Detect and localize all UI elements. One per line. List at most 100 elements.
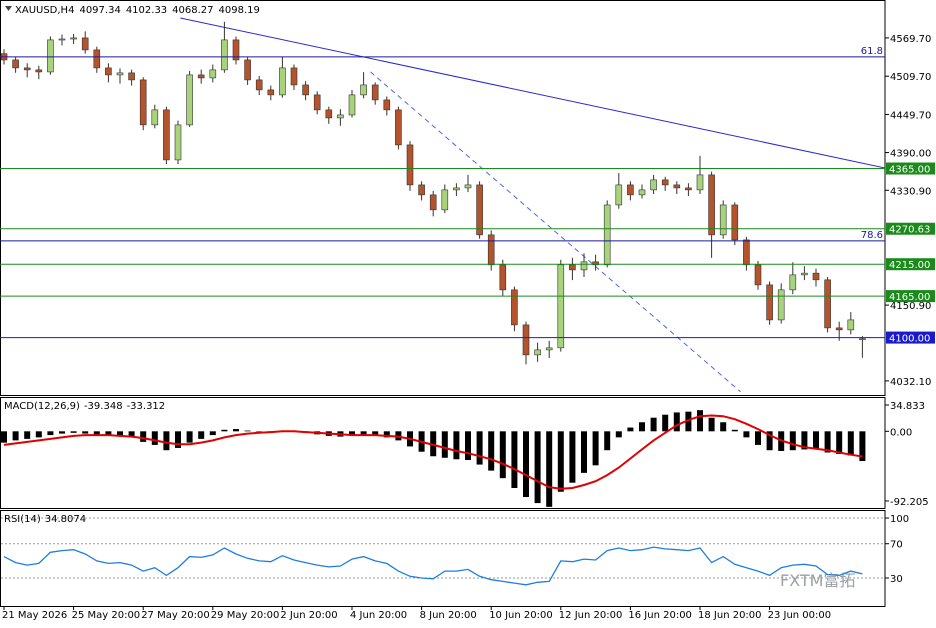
candle-body xyxy=(255,79,263,91)
candle-body xyxy=(209,69,217,79)
macd-bar xyxy=(476,431,483,465)
price-level-box xyxy=(886,258,935,271)
candle-body xyxy=(93,49,101,69)
candle-body xyxy=(719,204,727,236)
macd-bar xyxy=(720,422,727,432)
candle-body xyxy=(650,179,657,191)
candle-body xyxy=(267,89,275,96)
macd-bar xyxy=(755,431,761,445)
candle-body xyxy=(105,67,112,76)
candle-body xyxy=(279,67,286,96)
macd-bar xyxy=(12,431,19,441)
x-tick-label: 4 Jun 20:00 xyxy=(350,610,407,621)
candle-body xyxy=(12,59,19,69)
x-tick-label: 10 Jun 20:00 xyxy=(489,610,553,621)
symbol-icon xyxy=(5,6,12,11)
candle-body xyxy=(696,174,704,191)
candle-body xyxy=(511,289,518,326)
macd-bar xyxy=(360,431,367,436)
candle-body xyxy=(174,124,182,161)
macd-bar xyxy=(604,431,611,451)
macd-bar xyxy=(592,431,599,466)
x-tick-label: 25 May 20:00 xyxy=(72,610,141,621)
macd-bar xyxy=(70,431,77,433)
header-open: 4097.34 xyxy=(79,5,120,16)
macd-bar xyxy=(151,431,158,445)
macd-bar xyxy=(824,431,831,453)
macd-bar xyxy=(441,431,448,458)
macd-bar xyxy=(453,431,460,460)
macd-bar xyxy=(59,431,65,434)
macd-bar xyxy=(847,431,854,456)
macd-bar xyxy=(673,412,680,432)
macd-bar xyxy=(697,410,703,432)
candle-body xyxy=(638,189,646,196)
price-level-box xyxy=(886,331,935,344)
macd-value: -39.348 xyxy=(84,401,123,412)
candle-body xyxy=(337,114,344,119)
macd-bar xyxy=(430,431,437,457)
macd-bar xyxy=(221,429,228,432)
price-level-label: 4100.00 xyxy=(889,334,930,345)
macd-bar xyxy=(499,431,506,479)
trendline xyxy=(180,17,885,169)
y-tick-label: 4390.00 xyxy=(890,149,931,160)
macd-bar xyxy=(557,431,564,492)
candle-body xyxy=(859,338,866,341)
candle-body xyxy=(685,187,692,191)
macd-bar xyxy=(198,431,205,439)
macd-bar xyxy=(511,431,518,488)
candle-body xyxy=(418,184,425,196)
macd-bar xyxy=(650,417,657,432)
candle-body xyxy=(441,189,449,211)
candle-body xyxy=(835,327,843,331)
candle-body xyxy=(580,261,588,271)
x-tick-label: 29 May 20:00 xyxy=(211,610,280,621)
macd-bar xyxy=(209,431,216,436)
candle-body xyxy=(847,319,855,331)
candle-body xyxy=(35,69,43,73)
candle-body xyxy=(743,239,750,266)
trendline xyxy=(370,71,741,393)
candle-body xyxy=(487,234,495,266)
macd-title: MACD(12,26,9) -39.348 -33.312 xyxy=(4,401,165,412)
macd-bar xyxy=(465,431,471,461)
x-tick-label: 16 Jun 20:00 xyxy=(628,610,692,621)
candle-body xyxy=(70,37,77,40)
candle-body xyxy=(244,59,251,81)
macd-bar xyxy=(523,431,529,498)
candle-body xyxy=(47,39,54,73)
candle-body xyxy=(290,67,298,86)
macd-bar xyxy=(349,431,355,436)
macd-bar xyxy=(186,431,193,443)
candle-body xyxy=(23,67,31,71)
macd-bar xyxy=(731,429,738,432)
macd-bar xyxy=(743,431,750,438)
price-level-label: 4165.00 xyxy=(889,292,930,303)
candle-body xyxy=(464,184,472,189)
price-level-box xyxy=(886,290,935,303)
macd-bar xyxy=(859,431,866,462)
candle-body xyxy=(232,39,240,61)
header-high: 4102.33 xyxy=(126,5,167,16)
candle-body xyxy=(592,261,599,266)
candle-body xyxy=(453,187,460,191)
candle-body xyxy=(128,72,135,81)
candle-body xyxy=(789,274,797,291)
candle-body xyxy=(476,184,483,236)
x-tick-label: 21 May 2026 xyxy=(2,610,67,621)
macd-bar xyxy=(244,430,251,432)
candle-body xyxy=(673,184,681,189)
candle-body xyxy=(569,264,576,271)
fib-label: 78.6 xyxy=(861,230,883,241)
macd-bar xyxy=(82,431,89,434)
header-low: 4068.27 xyxy=(172,5,213,16)
candle-body xyxy=(163,109,170,161)
y-tick-label: 100 xyxy=(890,514,909,525)
candle-body xyxy=(221,39,228,71)
candle-body xyxy=(766,284,773,321)
macd-bar xyxy=(163,431,170,451)
macd-bar xyxy=(789,431,796,451)
candle-body xyxy=(186,74,193,126)
macd-bar xyxy=(175,431,181,448)
